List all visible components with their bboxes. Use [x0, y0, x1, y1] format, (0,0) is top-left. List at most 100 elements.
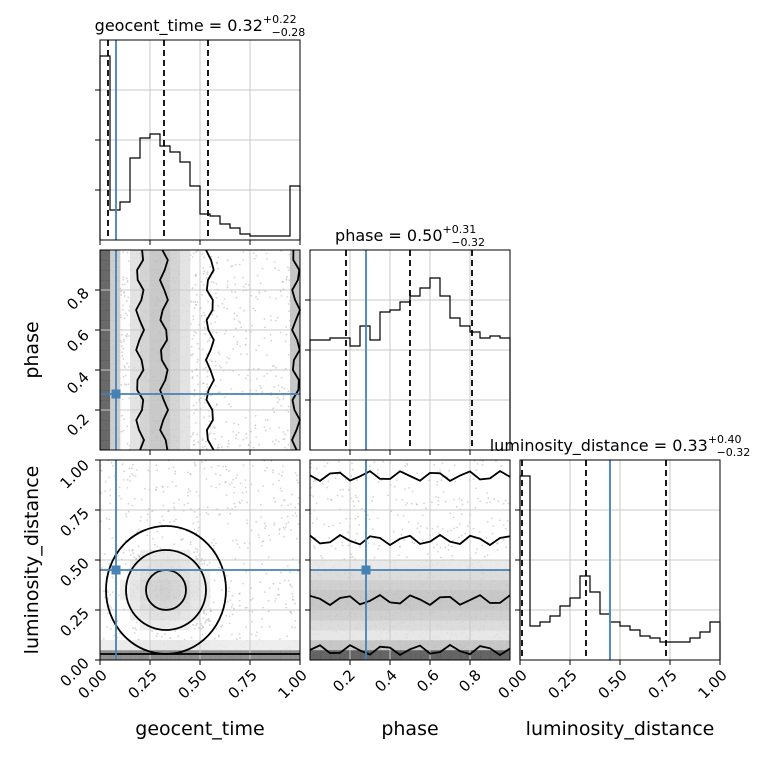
luminosity-distance-vs-phase-density-cell-4-9	[350, 560, 361, 571]
luminosity-distance-vs-phase-scatter-point-880	[411, 541, 414, 543]
phase-vs-geocent-time-scatter-point-644	[192, 318, 195, 321]
phase-vs-geocent-time-density-cell-7-19	[170, 250, 181, 261]
luminosity-distance-vs-geocent-time-density-cell-4-0	[140, 650, 151, 661]
phase-vs-geocent-time-density-cell-5-19	[150, 250, 161, 261]
phase-vs-geocent-time-scatter-point-113	[229, 405, 232, 408]
luminosity-distance-vs-phase-density-cell-7-2	[380, 630, 391, 641]
luminosity-distance-vs-phase-density-cell-15-2	[460, 630, 471, 641]
luminosity-distance-vs-geocent-time-scatter-point-625	[196, 551, 199, 553]
phase-vs-geocent-time-scatter-point-457	[191, 377, 194, 380]
phase-vs-geocent-time-truth-marker	[111, 389, 121, 399]
luminosity-distance-vs-phase-density-cell-17-5	[480, 600, 491, 611]
luminosity-distance-vs-geocent-time-scatter-point-178	[205, 478, 208, 480]
phase-vs-geocent-time-density-cell-6-0	[160, 440, 171, 451]
phase-vs-geocent-time-scatter-point-222	[200, 280, 203, 283]
luminosity-distance-vs-geocent-time-scatter-point-289	[287, 565, 289, 568]
phase-vs-geocent-time-scatter-point-295	[264, 326, 266, 328]
luminosity-distance-vs-geocent-time-scatter-point-40	[264, 470, 266, 472]
phase-vs-geocent-time-scatter-point-814	[227, 439, 230, 442]
luminosity-distance-vs-geocent-time-scatter-point-617	[247, 547, 249, 549]
luminosity-distance-vs-geocent-time-scatter-point-43	[221, 624, 224, 627]
phase-vs-geocent-time-scatter-point-189	[286, 296, 289, 298]
luminosity-distance-vs-phase-scatter-point-805	[403, 539, 405, 542]
luminosity-distance-vs-geocent-time-scatter-point-791	[289, 503, 292, 505]
phase-vs-geocent-time-scatter-point-658	[122, 358, 125, 360]
luminosity-distance-vs-geocent-time-scatter-point-510	[213, 544, 215, 547]
luminosity-distance-vs-geocent-time-scatter-point-847	[205, 618, 208, 621]
phase-vs-geocent-time-density-cell-8-10	[180, 340, 191, 351]
phase-vs-geocent-time-scatter-point-380	[126, 362, 128, 365]
phase-vs-geocent-time-scatter-point-534	[204, 333, 207, 335]
phase-vs-geocent-time-scatter-point-291	[191, 433, 194, 436]
phase-vs-geocent-time-scatter-point-634	[264, 418, 267, 421]
luminosity-distance-vs-geocent-time-density-cell-15-0	[250, 650, 261, 661]
ytick-label-lumdist-3: 0.75	[56, 504, 92, 540]
luminosity-distance-vs-geocent-time-density-cell-3-8	[130, 570, 141, 581]
luminosity-distance-vs-phase-scatter-point-568	[418, 531, 421, 533]
luminosity-distance-vs-phase-scatter-point-214	[366, 514, 369, 516]
phase-vs-geocent-time-scatter-point-150	[196, 361, 199, 363]
luminosity-distance-vs-geocent-time-scatter-point-157	[265, 466, 268, 469]
luminosity-distance-vs-geocent-time-scatter-point-180	[132, 463, 134, 466]
luminosity-distance-vs-phase-density-cell-13-0	[440, 650, 451, 661]
luminosity-distance-vs-phase-density-cell-14-4	[450, 610, 461, 621]
luminosity-distance-vs-geocent-time-scatter-point-444	[173, 520, 176, 523]
phase-vs-geocent-time-scatter-point-438	[192, 252, 195, 255]
luminosity-distance-vs-phase-scatter-point-232	[486, 554, 489, 556]
luminosity-distance-vs-phase-density-cell-7-1	[380, 640, 391, 651]
luminosity-distance-vs-phase-scatter-point-83	[478, 531, 481, 533]
luminosity-distance-vs-phase-density-cell-1-7	[320, 580, 331, 591]
luminosity-distance-vs-geocent-time-density-cell-19-1	[290, 640, 301, 651]
phase-vs-geocent-time-density-cell-3-10	[130, 340, 141, 351]
luminosity-distance-vs-geocent-time-scatter-point-687	[218, 566, 220, 569]
luminosity-distance-vs-geocent-time-scatter-point-530	[296, 479, 299, 482]
ytick-label-lumdist-4: 1.00	[56, 456, 92, 492]
luminosity-distance-vs-phase-density-cell-6-2	[370, 630, 381, 641]
luminosity-distance-vs-geocent-time-scatter-point-512	[155, 635, 158, 637]
luminosity-distance-vs-geocent-time-scatter-point-850	[133, 556, 136, 559]
phase-vs-geocent-time-scatter-point-721	[216, 262, 219, 264]
luminosity-distance-vs-geocent-time-scatter-point-149	[278, 527, 281, 530]
luminosity-distance-vs-geocent-time-scatter-point-5	[136, 469, 138, 471]
phase-vs-geocent-time-density-cell-3-5	[130, 390, 141, 401]
luminosity-distance-vs-geocent-time-scatter-point-307	[238, 599, 241, 602]
phase-vs-geocent-time-density-cell-3-0	[130, 440, 141, 451]
luminosity-distance-vs-geocent-time-scatter-point-413	[146, 519, 149, 521]
phase-vs-geocent-time-scatter-point-371	[205, 366, 207, 369]
phase-vs-geocent-time-density-cell-8-6	[180, 380, 191, 391]
luminosity-distance-vs-phase-density-cell-19-4	[500, 610, 511, 621]
luminosity-distance-vs-phase-density-cell-3-7	[340, 580, 351, 591]
luminosity-distance-vs-phase-density-cell-1-3	[320, 620, 331, 631]
phase-vs-geocent-time-density-cell-7-7	[170, 370, 181, 381]
luminosity-distance-vs-phase-scatter-point-72	[466, 525, 469, 527]
phase-vs-geocent-time-scatter-point-275	[286, 429, 289, 432]
phase-vs-geocent-time-scatter-point-410	[195, 293, 198, 296]
luminosity-distance-vs-geocent-time-density-cell-16-1	[260, 640, 271, 651]
luminosity-distance-vs-phase-density-cell-14-8	[450, 570, 461, 581]
luminosity-distance-vs-geocent-time-scatter-point-879	[104, 480, 107, 483]
phase-vs-geocent-time-scatter-point-540	[265, 354, 268, 357]
phase-vs-geocent-time-scatter-point-488	[281, 281, 284, 283]
luminosity-distance-vs-geocent-time-scatter-point-547	[245, 491, 248, 493]
luminosity-distance-vs-geocent-time-scatter-point-827	[285, 522, 288, 525]
phase-vs-geocent-time-density-cell-7-2	[170, 420, 181, 431]
luminosity-distance-vs-geocent-time-scatter-point-693	[218, 514, 221, 516]
luminosity-distance-vs-geocent-time-scatter-point-712	[272, 582, 275, 585]
luminosity-distance-vs-phase-density-cell-13-9	[440, 560, 451, 571]
luminosity-distance-vs-phase-density-cell-0-0	[310, 650, 321, 661]
luminosity-distance-vs-phase-density-cell-18-7	[490, 580, 501, 591]
luminosity-distance-vs-phase-scatter-point-668	[354, 538, 357, 541]
luminosity-distance-vs-geocent-time-density-cell-10-5	[200, 600, 211, 611]
phase-vs-geocent-time-density-cell-3-7	[130, 370, 141, 381]
luminosity-distance-vs-geocent-time-scatter-point-607	[155, 489, 157, 491]
phase-vs-geocent-time-scatter-point-758	[276, 396, 279, 399]
luminosity-distance-vs-phase-scatter-point-71	[486, 492, 488, 494]
phase-vs-geocent-time-density-cell-0-18	[100, 260, 111, 271]
luminosity-distance-vs-geocent-time-scatter-point-667	[295, 515, 298, 517]
luminosity-distance-hist-step	[519, 475, 721, 660]
phase-vs-geocent-time-scatter-point-767	[190, 345, 193, 348]
phase-vs-geocent-time-scatter-point-607	[192, 431, 195, 434]
xtick-label-phase-3: 0.8	[455, 666, 485, 696]
luminosity-distance-vs-geocent-time-scatter-point-873	[179, 538, 182, 541]
luminosity-distance-vs-geocent-time-scatter-point-37	[230, 606, 233, 608]
